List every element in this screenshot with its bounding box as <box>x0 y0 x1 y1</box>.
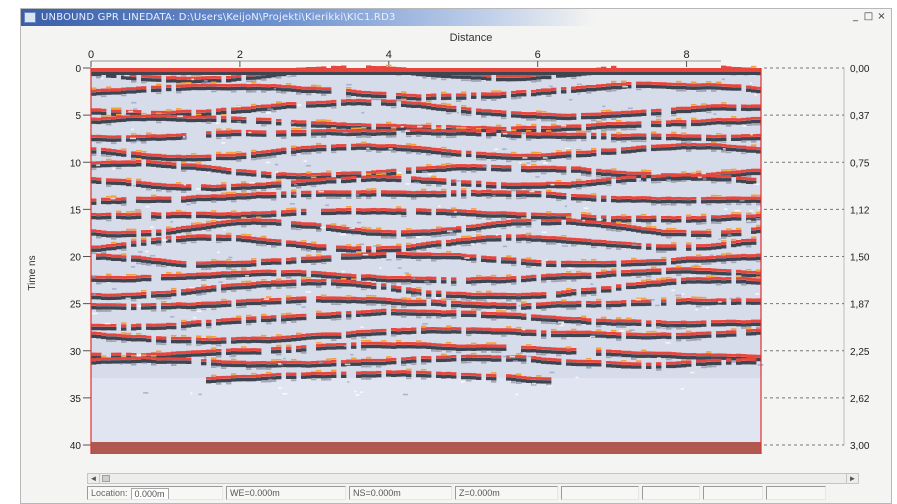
depth-tick-label: 1,12 <box>850 205 870 216</box>
status-bar: Location: 0.000m WE=0.000m NS=0.000m Z=0.… <box>87 486 867 500</box>
gpr-linedata-window: UNBOUND GPR LINEDATA: D:\Users\KeijoN\Pr… <box>20 8 892 504</box>
y-axis-label: Time ns <box>27 255 38 290</box>
close-button[interactable]: × <box>877 11 886 22</box>
x-axis-label: Distance <box>450 32 493 44</box>
app-icon <box>24 12 36 23</box>
status-location: Location: 0.000m <box>87 486 223 500</box>
status-we: WE=0.000m <box>226 486 346 500</box>
location-label: Location: <box>91 488 128 498</box>
depth-axis-ticks: 0,00 0,37 0,75 1,12 1,50 1,87 2,25 2,62 3,00 <box>764 64 870 452</box>
y-tick-label: 0 <box>75 64 81 75</box>
reflector-texture <box>91 64 764 396</box>
x-axis-ticks: 0 2 4 6 8 <box>88 49 721 67</box>
x-tick-label: 6 <box>535 49 541 61</box>
x-tick-label: 8 <box>683 49 689 61</box>
bottom-band <box>91 442 761 454</box>
restore-button[interactable]: □ <box>863 11 874 22</box>
depth-tick-label: 0,37 <box>850 111 870 122</box>
y-axis-ticks: 0 5 10 15 20 25 30 35 40 <box>70 64 91 452</box>
y-tick-label: 40 <box>70 441 82 452</box>
depth-tick-label: 0,00 <box>850 64 870 75</box>
window-controls: _ □ × <box>850 11 887 24</box>
y-tick-label: 15 <box>70 205 82 216</box>
status-empty-2 <box>642 486 700 500</box>
depth-tick-label: 3,00 <box>850 441 870 452</box>
radar-low-signal-zone <box>91 378 761 445</box>
radar-image <box>90 64 764 454</box>
depth-tick-label: 2,25 <box>850 347 870 358</box>
scroll-right-arrow-icon[interactable]: ► <box>846 474 858 483</box>
x-tick-label: 4 <box>386 49 392 61</box>
location-field: 0.000m <box>130 488 169 499</box>
depth-tick-label: 0,75 <box>850 158 870 169</box>
x-tick-label: 0 <box>88 49 94 61</box>
y-tick-label: 20 <box>70 253 82 264</box>
title-bar[interactable]: UNBOUND GPR LINEDATA: D:\Users\KeijoN\Pr… <box>21 9 891 26</box>
horizontal-scrollbar[interactable]: ◄ ► <box>87 473 859 484</box>
depth-tick-label: 2,62 <box>850 394 870 405</box>
depth-tick-label: 1,87 <box>850 300 870 311</box>
surface-reflector <box>91 68 761 72</box>
y-tick-label: 5 <box>75 111 81 122</box>
y-tick-label: 25 <box>70 300 82 311</box>
y-tick-label: 35 <box>70 394 82 405</box>
scroll-left-arrow-icon[interactable]: ◄ <box>88 474 100 483</box>
y-tick-label: 10 <box>70 158 82 169</box>
status-empty-1 <box>561 486 639 500</box>
x-tick-label: 2 <box>237 49 243 61</box>
y-tick-label: 30 <box>70 347 82 358</box>
status-z: Z=0.000m <box>455 486 558 500</box>
window-title: UNBOUND GPR LINEDATA: D:\Users\KeijoN\Pr… <box>41 12 396 23</box>
status-empty-3 <box>703 486 763 500</box>
scroll-thumb[interactable] <box>102 475 110 482</box>
status-ns: NS=0.000m <box>349 486 452 500</box>
surface-reflector-dark <box>91 72 761 75</box>
depth-tick-label: 1,50 <box>850 253 870 264</box>
status-empty-4 <box>766 486 826 500</box>
minimize-button[interactable]: _ <box>853 11 858 22</box>
